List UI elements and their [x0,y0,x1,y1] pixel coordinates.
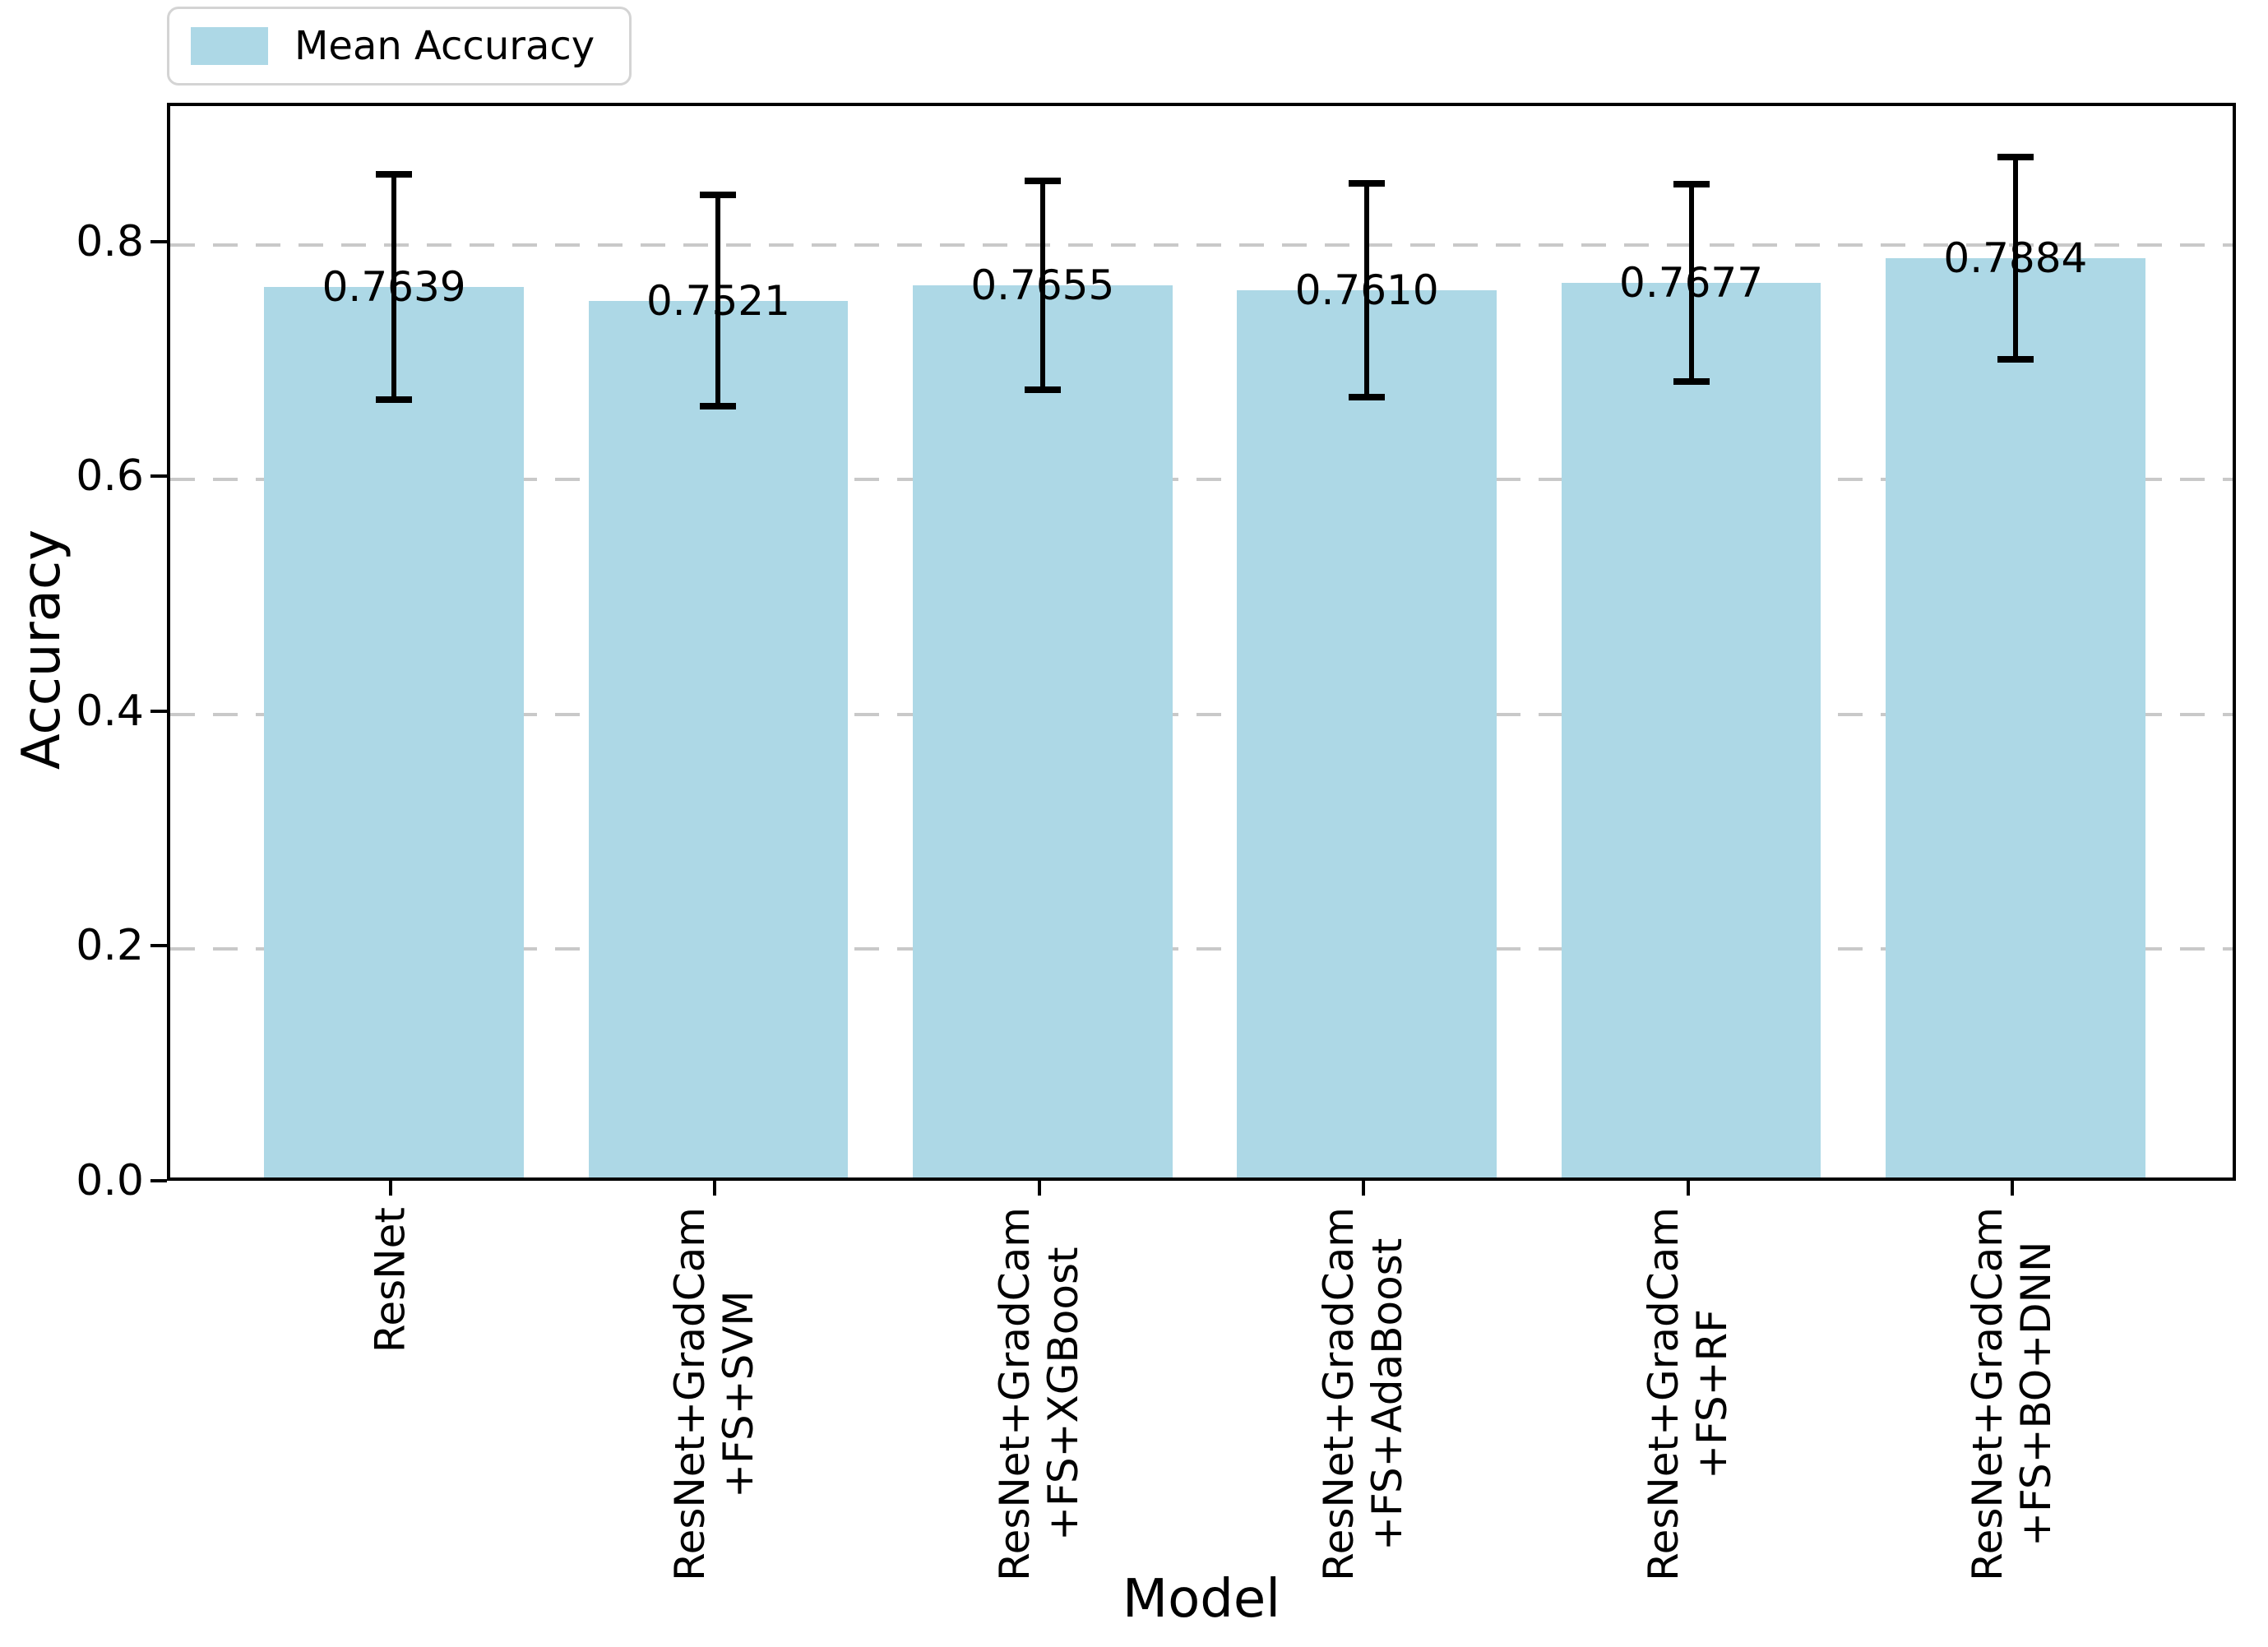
bar [1886,258,2145,1177]
gridline-0.8 [170,243,2233,247]
x-axis-title: Model [1122,1569,1281,1630]
bar-value-label: 0.7884 [1943,234,2088,283]
legend: Mean Accuracy [167,7,632,86]
x-tick [1362,1181,1366,1196]
gridline-0.2 [170,947,2233,951]
error-bar-cap-bottom [376,396,413,404]
error-bar-cap-bottom [700,403,737,410]
error-bar [1688,183,1694,382]
bar-value-label: 0.7639 [322,263,466,312]
error-bar [715,195,721,407]
y-tick-label-0.2: 0.2 [76,921,144,971]
bar-value-label: 0.7521 [646,276,790,325]
y-tick-0.8 [150,239,167,243]
y-tick-0.6 [150,474,167,479]
x-tick [2010,1181,2014,1196]
x-tick-label: ResNet+GradCam +FS+BO+DNN [1963,1207,2060,1581]
error-bar-cap-bottom [1997,355,2034,363]
x-tick [389,1181,393,1196]
bar [913,285,1173,1177]
bar [264,287,524,1177]
x-tick-label: ResNet [366,1207,414,1353]
error-bar-cap-top [1673,180,1710,187]
y-tick-0.4 [150,709,167,713]
bar-value-label: 0.7610 [1294,266,1439,315]
y-tick-label-0.4: 0.4 [76,686,144,736]
error-bar [391,173,397,400]
y-tick-0.2 [150,944,167,948]
bar [1561,282,1821,1177]
error-bar-cap-top [1349,180,1386,187]
bar-value-label: 0.7655 [970,261,1115,309]
x-tick [1686,1181,1690,1196]
legend-label: Mean Accuracy [294,23,595,69]
bar [1237,290,1497,1177]
error-bar-cap-bottom [1673,377,1710,385]
bar [588,300,849,1177]
y-tick-label-0.0: 0.0 [76,1156,144,1205]
x-tick-label: ResNet+GradCam +FS+RF [1639,1207,1736,1581]
gridline-0.4 [170,712,2233,716]
x-tick-label: ResNet+GradCam +FS+SVM [666,1207,763,1581]
error-bar-cap-bottom [1349,394,1386,401]
x-tick-label: ResNet+GradCam +FS+XGBoost [990,1207,1087,1581]
error-bar-cap-top [1024,177,1061,184]
error-bar-cap-bottom [1024,386,1061,393]
error-bar-cap-top [1997,154,2034,161]
plot-area: 0.7639 0.7521 0.7655 0.7610 0.7677 0.7884 [167,103,2236,1181]
x-tick [713,1181,717,1196]
bar-value-label: 0.7677 [1619,258,1764,307]
legend-swatch-mean-accuracy [191,27,268,65]
error-bar [1364,183,1370,398]
gridline-0.6 [170,478,2233,482]
x-tick [1037,1181,1041,1196]
y-tick-label-0.6: 0.6 [76,451,144,502]
x-tick-label: ResNet+GradCam +FS+AdaBoost [1315,1207,1412,1581]
error-bar [2012,157,2018,359]
y-tick-0.0 [150,1179,167,1182]
y-tick-label-0.8: 0.8 [76,216,144,266]
error-bar-cap-top [700,192,737,199]
error-bar [1039,180,1045,390]
error-bar-cap-top [376,170,413,178]
